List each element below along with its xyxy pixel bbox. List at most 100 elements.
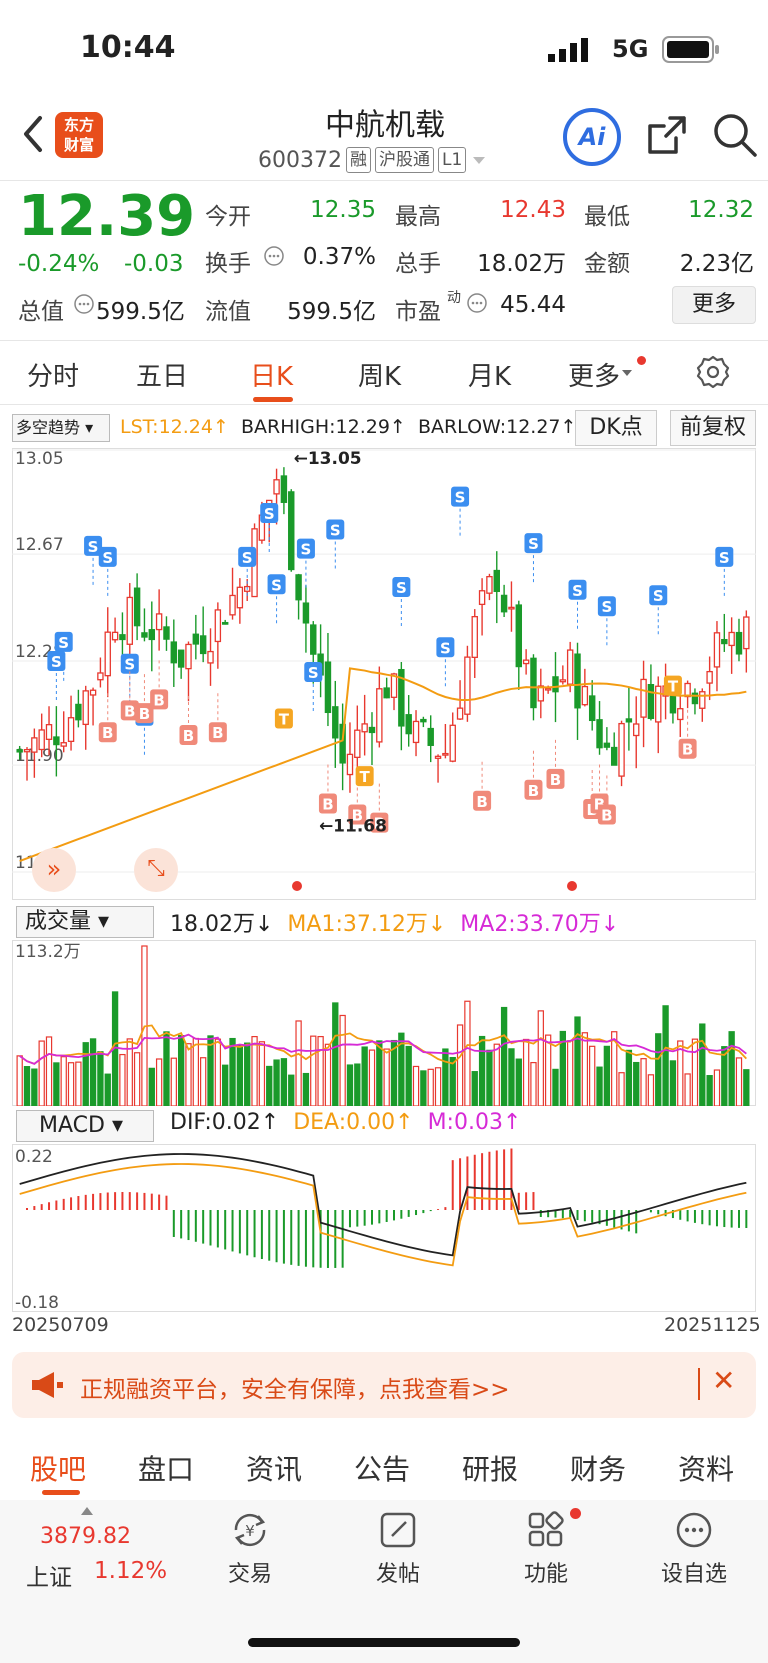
share-icon[interactable] bbox=[646, 114, 688, 156]
stock-code-row[interactable]: 600372 融 沪股通 L1 bbox=[258, 147, 488, 173]
ma-line bbox=[19, 667, 747, 862]
volume-bar bbox=[618, 1072, 625, 1106]
tab-monthly-k[interactable]: 月K bbox=[468, 362, 512, 392]
macd-chart[interactable]: 0.22 -0.18 bbox=[12, 1144, 756, 1312]
volume-bar bbox=[148, 1067, 155, 1106]
candle-body bbox=[500, 594, 508, 613]
tab-announcements[interactable]: 公告 bbox=[354, 1453, 411, 1486]
signal-b-label: B bbox=[550, 771, 561, 789]
info-dots-icon[interactable] bbox=[263, 245, 285, 267]
tab-finance[interactable]: 财务 bbox=[570, 1453, 627, 1486]
volume-bar bbox=[214, 1038, 222, 1106]
volume-bar bbox=[251, 1035, 258, 1106]
volume-bar bbox=[317, 1035, 324, 1106]
volume-bar bbox=[244, 1042, 251, 1106]
tab-guba[interactable]: 股吧 bbox=[30, 1453, 87, 1486]
candle-body bbox=[383, 687, 390, 699]
signal-b-label: B bbox=[601, 806, 612, 824]
signal-icon bbox=[548, 38, 588, 62]
nav-watchlist[interactable]: 设自选 bbox=[644, 1510, 744, 1588]
nav-post[interactable]: 发帖 bbox=[348, 1510, 448, 1588]
tab-profile[interactable]: 资料 bbox=[678, 1453, 735, 1486]
signal-s-label: S bbox=[528, 535, 539, 553]
volume-bar bbox=[625, 1049, 633, 1106]
volume-bar bbox=[185, 1043, 192, 1106]
volume-bar bbox=[427, 1068, 434, 1106]
candlestick-chart[interactable]: 13.0512.6712.2811.9011.51SSSSSSSSSSSSSSS… bbox=[12, 448, 756, 900]
signal-b-label: B bbox=[476, 793, 487, 811]
open-label: 今开 bbox=[205, 204, 251, 230]
volume-bar bbox=[23, 1066, 31, 1106]
fullscreen-icon[interactable]: ⤡ bbox=[134, 848, 178, 892]
signal-s-label: S bbox=[242, 549, 253, 567]
pe-dots-icon[interactable] bbox=[466, 292, 488, 314]
signal-b-marker bbox=[473, 790, 492, 811]
candle-body bbox=[420, 718, 427, 723]
signal-s-marker bbox=[392, 577, 411, 598]
marker-dot bbox=[567, 881, 577, 891]
close-icon[interactable]: ✕ bbox=[712, 1364, 736, 1397]
candle-body bbox=[721, 638, 728, 645]
search-icon[interactable] bbox=[712, 112, 758, 158]
tab-research[interactable]: 研报 bbox=[462, 1453, 519, 1486]
turnover-value: 0.37% bbox=[302, 244, 376, 270]
y-tick-label: 13.05 bbox=[15, 449, 64, 469]
signal-s-marker bbox=[304, 661, 323, 682]
signal-b-label: B bbox=[528, 782, 539, 800]
candle-body bbox=[677, 708, 684, 721]
tab-intraday[interactable]: 分时 bbox=[27, 362, 80, 392]
volume-bar bbox=[478, 1035, 486, 1106]
index-percent[interactable]: 1.12% bbox=[94, 1558, 168, 1584]
volume-bar bbox=[589, 1045, 596, 1106]
promo-banner[interactable] bbox=[12, 1352, 756, 1418]
candle-body bbox=[368, 726, 376, 734]
signal-b-marker bbox=[179, 724, 198, 745]
candle-body bbox=[640, 678, 647, 718]
signal-b-label: B bbox=[682, 741, 693, 759]
tab-weekly-k[interactable]: 周K bbox=[358, 362, 402, 392]
volume-ma1-line bbox=[19, 1024, 747, 1065]
more-button[interactable]: 更多 bbox=[672, 286, 756, 324]
pe-dynamic-sup: 动 bbox=[447, 290, 461, 306]
banner-separator bbox=[698, 1368, 700, 1400]
ai-button[interactable]: Ai bbox=[563, 108, 621, 166]
volume-indicator-select[interactable]: 成交量 ▾ bbox=[16, 906, 154, 938]
volume-bar bbox=[302, 1072, 310, 1106]
index-name[interactable]: 上证 bbox=[26, 1565, 72, 1591]
nav-trade[interactable]: ¥ 交易 bbox=[200, 1510, 300, 1588]
volume-chart[interactable]: 113.2万 bbox=[12, 940, 756, 1106]
dk-point-button[interactable]: DK点 bbox=[575, 410, 657, 446]
tab-news[interactable]: 资讯 bbox=[246, 1453, 303, 1486]
candle-body bbox=[655, 685, 662, 723]
signal-s-marker bbox=[524, 533, 543, 554]
tab-five-day[interactable]: 五日 bbox=[136, 362, 189, 392]
candle-body bbox=[310, 624, 317, 655]
nav-functions[interactable]: 功能 bbox=[496, 1510, 596, 1588]
volume-bar bbox=[207, 1035, 214, 1106]
indicator-select[interactable]: 多空趋势 ▾ bbox=[12, 414, 110, 442]
back-icon[interactable] bbox=[18, 112, 48, 156]
volume-bar bbox=[200, 1057, 207, 1106]
signal-s-label: S bbox=[440, 639, 451, 657]
volume-value: 18.02万 bbox=[477, 251, 566, 277]
banner-text[interactable]: 正规融资平台，安全有保障，点我查看>> bbox=[80, 1377, 510, 1403]
stock-name: 中航机载 bbox=[325, 108, 445, 143]
volume-bar bbox=[728, 1031, 735, 1106]
tab-daily-k[interactable]: 日K bbox=[250, 362, 294, 392]
tab-pankou[interactable]: 盘口 bbox=[138, 1453, 195, 1486]
tab-more[interactable]: 更多 bbox=[568, 362, 621, 392]
marker-dot bbox=[292, 881, 302, 891]
candle-body bbox=[133, 587, 141, 627]
macd-select[interactable]: MACD ▾ bbox=[16, 1110, 154, 1142]
volume-bar bbox=[16, 1055, 23, 1106]
volume-bar bbox=[339, 1014, 346, 1106]
more-dots-icon[interactable] bbox=[73, 293, 95, 315]
gear-icon[interactable] bbox=[696, 355, 730, 389]
adjust-button[interactable]: 前复权 bbox=[670, 410, 756, 446]
candle-body bbox=[82, 690, 89, 726]
index-value[interactable]: 3879.82 bbox=[40, 1524, 131, 1549]
candle-body bbox=[170, 641, 178, 664]
candle-body bbox=[177, 649, 185, 668]
expand-left-icon[interactable]: » bbox=[32, 848, 76, 892]
candle-body bbox=[75, 703, 82, 721]
